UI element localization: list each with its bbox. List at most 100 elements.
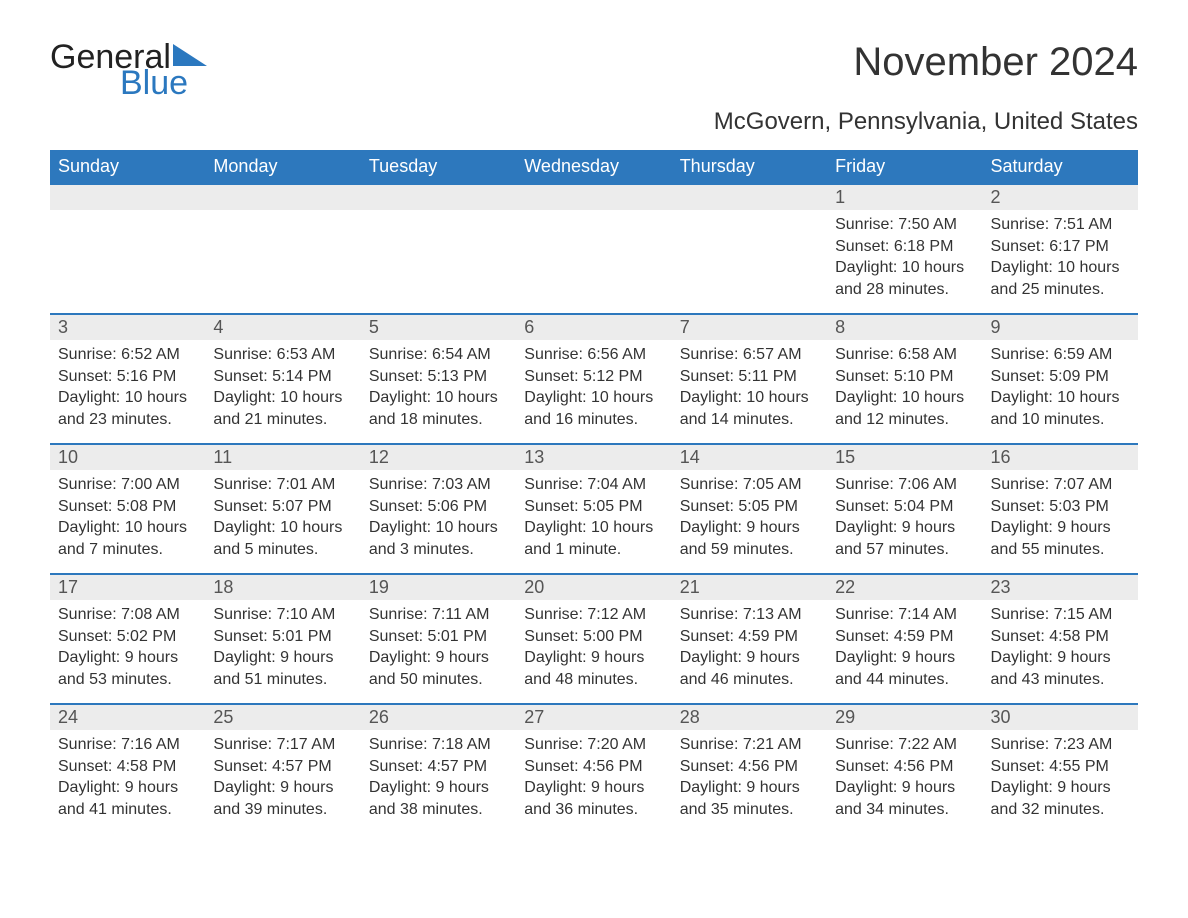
sunset-line: Sunset: 5:09 PM — [991, 366, 1130, 388]
sunrise-line: Sunrise: 7:20 AM — [524, 734, 663, 756]
calendar-day-cell: 30Sunrise: 7:23 AMSunset: 4:55 PMDayligh… — [983, 704, 1138, 833]
sunset-line: Sunset: 5:06 PM — [369, 496, 508, 518]
daylight-line-2: and 16 minutes. — [524, 409, 663, 431]
day-details: Sunrise: 7:21 AMSunset: 4:56 PMDaylight:… — [672, 730, 827, 830]
day-number-empty — [361, 185, 516, 210]
day-number: 14 — [672, 445, 827, 470]
weekday-header: Saturday — [983, 150, 1138, 184]
calendar-day-cell: 12Sunrise: 7:03 AMSunset: 5:06 PMDayligh… — [361, 444, 516, 574]
day-details: Sunrise: 7:16 AMSunset: 4:58 PMDaylight:… — [50, 730, 205, 830]
daylight-line-2: and 10 minutes. — [991, 409, 1130, 431]
day-details: Sunrise: 7:03 AMSunset: 5:06 PMDaylight:… — [361, 470, 516, 570]
day-number-empty — [50, 185, 205, 210]
day-number: 28 — [672, 705, 827, 730]
sunrise-line: Sunrise: 6:54 AM — [369, 344, 508, 366]
daylight-line-1: Daylight: 10 hours — [991, 257, 1130, 279]
day-number: 10 — [50, 445, 205, 470]
day-number: 17 — [50, 575, 205, 600]
weekday-header-row: SundayMondayTuesdayWednesdayThursdayFrid… — [50, 150, 1138, 184]
calendar-day-cell: 1Sunrise: 7:50 AMSunset: 6:18 PMDaylight… — [827, 184, 982, 314]
sunrise-line: Sunrise: 7:15 AM — [991, 604, 1130, 626]
calendar-day-cell — [672, 184, 827, 314]
day-number: 6 — [516, 315, 671, 340]
calendar-day-cell — [50, 184, 205, 314]
sunset-line: Sunset: 4:57 PM — [213, 756, 352, 778]
sunrise-line: Sunrise: 7:51 AM — [991, 214, 1130, 236]
daylight-line-2: and 46 minutes. — [680, 669, 819, 691]
calendar-day-cell: 2Sunrise: 7:51 AMSunset: 6:17 PMDaylight… — [983, 184, 1138, 314]
day-details: Sunrise: 7:22 AMSunset: 4:56 PMDaylight:… — [827, 730, 982, 830]
day-details: Sunrise: 7:14 AMSunset: 4:59 PMDaylight:… — [827, 600, 982, 700]
daylight-line-1: Daylight: 9 hours — [369, 647, 508, 669]
calendar-day-cell: 9 Sunrise: 6:59 AMSunset: 5:09 PMDaylight… — [983, 314, 1138, 444]
header: General Blue November 2024 — [50, 40, 1138, 100]
day-number: 24 — [50, 705, 205, 730]
day-details: Sunrise: 6:52 AMSunset: 5:16 PMDaylight:… — [50, 340, 205, 440]
day-number: 25 — [205, 705, 360, 730]
sunrise-line: Sunrise: 7:04 AM — [524, 474, 663, 496]
daylight-line-1: Daylight: 9 hours — [835, 777, 974, 799]
sunrise-line: Sunrise: 6:59 AM — [991, 344, 1130, 366]
sunset-line: Sunset: 5:10 PM — [835, 366, 974, 388]
calendar-day-cell — [361, 184, 516, 314]
day-number: 22 — [827, 575, 982, 600]
day-number-empty — [672, 185, 827, 210]
daylight-line-1: Daylight: 10 hours — [524, 517, 663, 539]
logo: General Blue — [50, 40, 207, 100]
sunrise-line: Sunrise: 7:10 AM — [213, 604, 352, 626]
sunset-line: Sunset: 4:56 PM — [835, 756, 974, 778]
day-number: 1 — [827, 185, 982, 210]
sunrise-line: Sunrise: 7:18 AM — [369, 734, 508, 756]
location-subtitle: McGovern, Pennsylvania, United States — [50, 108, 1138, 136]
day-number: 21 — [672, 575, 827, 600]
calendar-week-row: 24Sunrise: 7:16 AMSunset: 4:58 PMDayligh… — [50, 704, 1138, 833]
day-number: 15 — [827, 445, 982, 470]
day-number: 7 — [672, 315, 827, 340]
daylight-line-2: and 23 minutes. — [58, 409, 197, 431]
sunset-line: Sunset: 5:08 PM — [58, 496, 197, 518]
daylight-line-1: Daylight: 9 hours — [213, 647, 352, 669]
daylight-line-1: Daylight: 9 hours — [680, 777, 819, 799]
calendar-day-cell: 6Sunrise: 6:56 AMSunset: 5:12 PMDaylight… — [516, 314, 671, 444]
calendar-day-cell: 3Sunrise: 6:52 AMSunset: 5:16 PMDaylight… — [50, 314, 205, 444]
day-number: 29 — [827, 705, 982, 730]
day-details: Sunrise: 6:56 AMSunset: 5:12 PMDaylight:… — [516, 340, 671, 440]
calendar-day-cell: 22Sunrise: 7:14 AMSunset: 4:59 PMDayligh… — [827, 574, 982, 704]
daylight-line-2: and 5 minutes. — [213, 539, 352, 561]
calendar-day-cell: 24Sunrise: 7:16 AMSunset: 4:58 PMDayligh… — [50, 704, 205, 833]
sunrise-line: Sunrise: 7:14 AM — [835, 604, 974, 626]
calendar-day-cell: 27Sunrise: 7:20 AMSunset: 4:56 PMDayligh… — [516, 704, 671, 833]
day-number: 9 — [983, 315, 1138, 340]
sunset-line: Sunset: 5:01 PM — [369, 626, 508, 648]
daylight-line-1: Daylight: 10 hours — [680, 387, 819, 409]
daylight-line-2: and 59 minutes. — [680, 539, 819, 561]
daylight-line-1: Daylight: 10 hours — [213, 387, 352, 409]
daylight-line-2: and 3 minutes. — [369, 539, 508, 561]
day-details: Sunrise: 7:05 AMSunset: 5:05 PMDaylight:… — [672, 470, 827, 570]
calendar-day-cell: 7Sunrise: 6:57 AMSunset: 5:11 PMDaylight… — [672, 314, 827, 444]
daylight-line-2: and 36 minutes. — [524, 799, 663, 821]
sunrise-line: Sunrise: 6:56 AM — [524, 344, 663, 366]
daylight-line-2: and 51 minutes. — [213, 669, 352, 691]
sunrise-line: Sunrise: 7:06 AM — [835, 474, 974, 496]
sunrise-line: Sunrise: 7:21 AM — [680, 734, 819, 756]
day-number: 26 — [361, 705, 516, 730]
day-number-empty — [205, 185, 360, 210]
day-details: Sunrise: 6:58 AMSunset: 5:10 PMDaylight:… — [827, 340, 982, 440]
calendar-week-row: 10Sunrise: 7:00 AMSunset: 5:08 PMDayligh… — [50, 444, 1138, 574]
day-details: Sunrise: 6:53 AMSunset: 5:14 PMDaylight:… — [205, 340, 360, 440]
calendar-day-cell: 25Sunrise: 7:17 AMSunset: 4:57 PMDayligh… — [205, 704, 360, 833]
calendar-day-cell — [205, 184, 360, 314]
daylight-line-1: Daylight: 10 hours — [991, 387, 1130, 409]
day-number: 11 — [205, 445, 360, 470]
day-number-empty — [516, 185, 671, 210]
day-number: 18 — [205, 575, 360, 600]
daylight-line-2: and 35 minutes. — [680, 799, 819, 821]
daylight-line-1: Daylight: 10 hours — [58, 387, 197, 409]
daylight-line-2: and 21 minutes. — [213, 409, 352, 431]
daylight-line-2: and 1 minute. — [524, 539, 663, 561]
day-number: 4 — [205, 315, 360, 340]
daylight-line-2: and 14 minutes. — [680, 409, 819, 431]
daylight-line-2: and 7 minutes. — [58, 539, 197, 561]
calendar-day-cell: 21Sunrise: 7:13 AMSunset: 4:59 PMDayligh… — [672, 574, 827, 704]
